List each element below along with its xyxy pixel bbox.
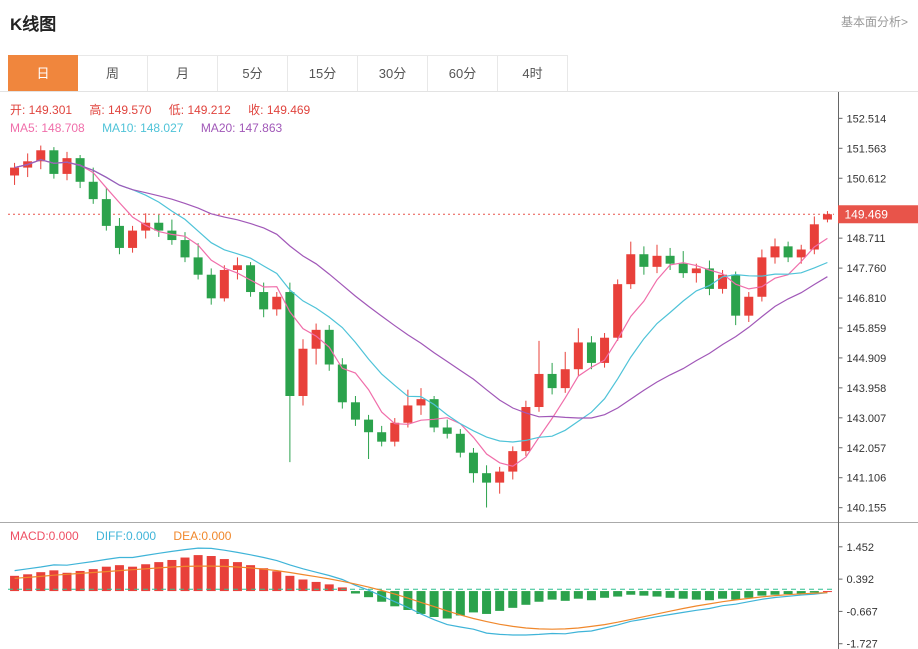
svg-text:142.057: 142.057 <box>847 443 887 455</box>
svg-text:148.711: 148.711 <box>847 233 886 245</box>
svg-text:143.958: 143.958 <box>847 383 887 395</box>
candles <box>10 145 832 508</box>
tab-5min[interactable]: 5分 <box>218 55 288 91</box>
current-price-tag: 149.469 <box>838 205 918 224</box>
chart-area: 152.514 151.563 150.612 148.711 147.760 146.8… <box>0 92 918 649</box>
ma-lines <box>14 159 828 467</box>
svg-text:1.452: 1.452 <box>847 542 875 554</box>
page-header: K线图 基本面分析> <box>0 0 918 44</box>
svg-text:144.909: 144.909 <box>847 353 887 365</box>
svg-text:146.810: 146.810 <box>847 293 887 305</box>
tab-30min[interactable]: 30分 <box>358 55 428 91</box>
svg-text:151.563: 151.563 <box>847 143 887 155</box>
price-axis: 152.514 151.563 150.612 148.711 147.760 146.8… <box>838 92 887 649</box>
fundamental-analysis-link[interactable]: 基本面分析> <box>840 15 908 29</box>
tab-60min[interactable]: 60分 <box>428 55 498 91</box>
svg-text:-1.727: -1.727 <box>847 639 878 649</box>
svg-text:152.514: 152.514 <box>847 113 887 125</box>
tab-15min[interactable]: 15分 <box>288 55 358 91</box>
tab-day[interactable]: 日 <box>8 55 78 91</box>
svg-text:-0.667: -0.667 <box>847 606 878 618</box>
tab-month[interactable]: 月 <box>148 55 218 91</box>
macd-histogram <box>10 555 832 619</box>
tab-week[interactable]: 周 <box>78 55 148 91</box>
svg-text:149.469: 149.469 <box>845 207 889 221</box>
svg-text:147.760: 147.760 <box>847 263 887 275</box>
candlestick-chart[interactable]: 152.514 151.563 150.612 148.711 147.760 146.8… <box>0 92 918 649</box>
svg-text:140.155: 140.155 <box>847 503 887 515</box>
macd-lines <box>14 547 828 636</box>
page-title: K线图 <box>10 15 57 34</box>
svg-text:0.392: 0.392 <box>847 574 875 586</box>
timeframe-tabbar: 日 周 月 5分 15分 30分 60分 4时 <box>0 55 918 92</box>
svg-text:143.007: 143.007 <box>847 413 887 425</box>
svg-text:141.106: 141.106 <box>847 473 887 485</box>
tab-4hour[interactable]: 4时 <box>498 55 568 91</box>
svg-text:145.859: 145.859 <box>847 323 887 335</box>
svg-text:150.612: 150.612 <box>847 173 887 185</box>
